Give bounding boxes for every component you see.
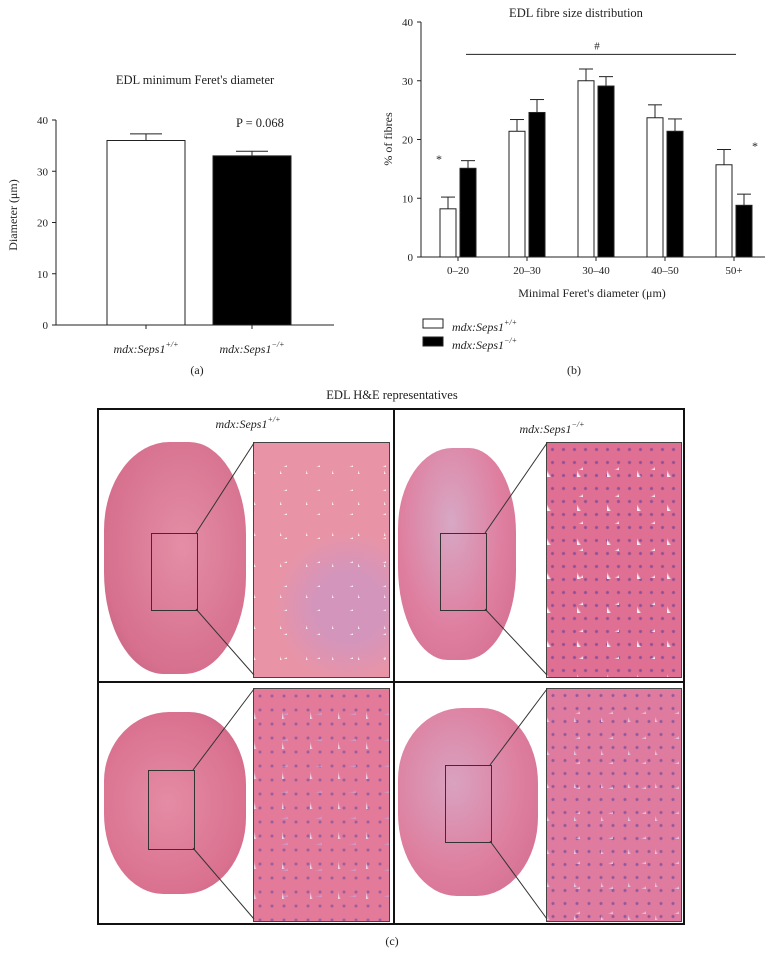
histology-zoom-wt-1 xyxy=(253,442,390,678)
chart-b-legend-swatch-1 xyxy=(422,318,444,329)
chart-b-y-tick-label: 0 xyxy=(408,252,414,264)
panel-c-col-label-1: mdx:Seps1+/+ xyxy=(215,415,281,431)
chart-b-bar xyxy=(646,117,664,258)
chart-b-bar xyxy=(508,130,526,258)
histology-zoom-wt-2 xyxy=(253,688,390,922)
chart-b: 0 10 20 30 40 0–20 * 20–30 30–40 40–50 50+ * # xyxy=(402,17,765,347)
chart-b-bracket-label: # xyxy=(594,41,600,53)
zoom-box-het-2 xyxy=(445,765,492,843)
chart-a: 0 10 20 30 40 xyxy=(37,115,334,332)
chart-a-y-tick-label: 10 xyxy=(37,269,49,281)
chart-a-bar xyxy=(212,155,292,326)
grid-divider-vertical xyxy=(393,408,395,925)
connector-line xyxy=(484,608,548,676)
chart-a-y-tick-label: 30 xyxy=(37,166,49,178)
chart-a-xlabel-1: mdx:Seps1+/+ xyxy=(113,340,179,356)
chart-b-x-tick-label: 0–20 xyxy=(447,265,470,277)
chart-a-y-tick-label: 40 xyxy=(37,115,49,127)
chart-a-y-tick-label: 0 xyxy=(43,320,49,332)
connector-line xyxy=(195,608,255,676)
chart-b-x-tick-label: 50+ xyxy=(725,265,742,277)
histology-grid xyxy=(97,408,685,925)
chart-b-bar xyxy=(597,85,615,258)
histology-overview-het-1 xyxy=(398,448,516,660)
chart-b-y-tick-label: 30 xyxy=(402,76,414,88)
histology-overview-het-2 xyxy=(398,708,538,896)
chart-b-legend-swatch-2 xyxy=(422,336,444,347)
chart-b-title: EDL fibre size distribution xyxy=(509,6,643,20)
chart-b-x-tick-label: 40–50 xyxy=(651,265,679,277)
chart-b-bar xyxy=(666,130,684,258)
chart-a-bar xyxy=(106,140,186,326)
panel-c-label: (c) xyxy=(385,934,399,948)
chart-b-y-tick-label: 20 xyxy=(402,135,414,147)
chart-b-bar xyxy=(577,80,595,258)
chart-b-legend-label-2: mdx:Seps1−/+ xyxy=(452,336,518,352)
connector-line xyxy=(489,688,548,766)
chart-b-bar xyxy=(528,111,546,258)
connector-line xyxy=(489,840,548,920)
panel-c-col-label-2: mdx:Seps1−/+ xyxy=(519,420,585,436)
histology-zoom-het-1 xyxy=(546,442,682,678)
zoom-box-wt-1 xyxy=(151,533,198,611)
histology-overview-wt-1 xyxy=(104,442,246,674)
chart-a-pvalue: P = 0.068 xyxy=(236,116,284,130)
histology-zoom-het-2 xyxy=(546,688,682,922)
chart-b-bar xyxy=(459,167,477,258)
grid-divider-horizontal xyxy=(97,681,685,683)
chart-b-xlabel: Minimal Feret's diameter (μm) xyxy=(518,286,666,300)
chart-b-y-tick-label: 10 xyxy=(402,193,414,205)
chart-b-significance-star: * xyxy=(752,139,758,153)
chart-b-x-tick-label: 20–30 xyxy=(513,265,541,277)
chart-b-significance-star: * xyxy=(436,152,442,166)
panel-a-label: (a) xyxy=(190,363,204,377)
panel-c-title: EDL H&E representatives xyxy=(326,388,458,402)
connector-line xyxy=(192,847,255,920)
zoom-box-het-1 xyxy=(440,533,487,611)
histology-overview-wt-2 xyxy=(104,712,246,894)
connector-line xyxy=(192,688,255,771)
chart-b-bar xyxy=(439,208,457,258)
chart-a-y-tick-label: 20 xyxy=(37,218,49,230)
chart-b-legend-label-1: mdx:Seps1+/+ xyxy=(452,318,518,334)
chart-b-bar xyxy=(715,164,733,258)
panel-b-label: (b) xyxy=(567,363,581,377)
chart-a-xlabel-2: mdx:Seps1−/+ xyxy=(219,340,285,356)
chart-b-x-tick-label: 30–40 xyxy=(582,265,610,277)
zoom-box-wt-2 xyxy=(148,770,195,850)
connector-line xyxy=(484,442,548,534)
connector-line xyxy=(195,442,255,534)
chart-b-bar xyxy=(735,204,753,258)
chart-b-y-tick-label: 40 xyxy=(402,17,414,29)
chart-a-title: EDL minimum Feret's diameter xyxy=(115,73,275,87)
charts-layer: 0 10 20 30 40 0 10 20 30 40 0–20 * 20–30 30–40 40–50 5… xyxy=(37,17,765,347)
